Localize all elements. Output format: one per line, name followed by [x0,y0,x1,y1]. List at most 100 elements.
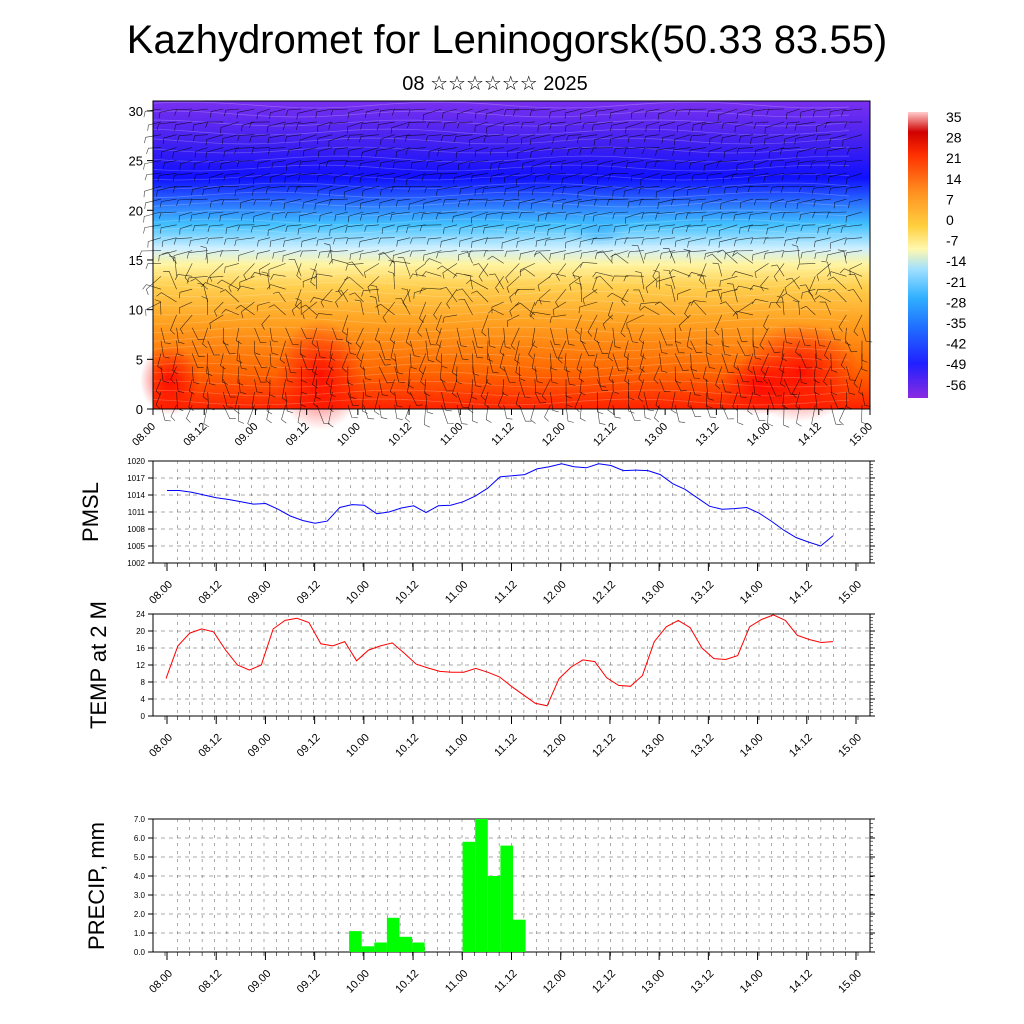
wind-barb [752,379,761,396]
wind-barb [442,314,458,324]
wind-barb [784,237,800,247]
wind-barb [347,366,354,386]
wind-barb [472,353,479,376]
wind-barb [485,237,504,245]
wind-barb [706,253,723,264]
wind-barb [188,392,194,411]
wind-barb [566,134,582,142]
contour-line [152,110,850,118]
wind-barb [267,224,286,237]
wind-barb [670,250,691,259]
wind-barb [514,288,535,296]
wind-barb [315,108,333,118]
wind-barb [575,282,582,303]
wind-barb [192,224,208,232]
wind-barb [203,404,209,428]
wind-barb [440,237,458,248]
wind-barb [405,147,426,155]
wind-barb [425,392,433,415]
wind-barb [699,263,707,285]
wind-barb [300,353,314,370]
heatmap-y-tick-label: 20 [129,203,143,218]
y-axis-title: PRECIP, mm [84,822,109,950]
wind-barb [504,185,520,195]
contour-line [152,389,850,397]
wind-barb [456,288,473,303]
wind-barb [459,237,473,248]
wind-barb [261,314,271,330]
y-tick-label: 4 [141,695,146,704]
wind-barb [721,327,730,348]
wind-barb [421,173,442,182]
x-tick-label: 13.12 [689,732,717,760]
wind-barb [503,198,520,207]
wind-barb [627,198,644,208]
contour-line [152,146,850,154]
wind-barb [612,379,619,394]
wind-barb [529,301,536,320]
wind-barb [534,252,551,264]
wind-barb [250,224,271,233]
wind-barb [668,269,691,277]
wind-barb [190,211,208,221]
wind-barb [251,147,271,155]
wind-barb [441,404,454,424]
temp-line [165,614,834,707]
wind-barb [562,198,582,210]
wind-barb [738,134,754,143]
wind-barb [176,198,193,206]
wind-barb [687,198,707,207]
wind-barb [158,108,177,119]
wind-barb [345,237,364,245]
wind-barb [160,340,170,359]
wind-barb [763,250,785,260]
wind-barb [686,250,707,258]
wind-barb [436,265,458,277]
wind-barb [484,198,504,207]
wind-barb [624,366,630,385]
wind-barb [552,301,567,316]
wind-barb [379,198,395,209]
wind-barb [815,173,831,182]
wind-barb [487,308,504,316]
wind-barb [739,224,754,234]
wind-barb [392,250,411,262]
wind-barb [202,185,224,196]
wind-barb [752,327,759,349]
wind-barb [220,353,226,370]
colorbar-label: 28 [946,130,962,146]
wind-barb [811,404,817,428]
wind-barb [378,237,395,244]
heatmap-x-tick-label: 08.00 [130,421,158,449]
wind-barb [661,134,676,144]
wind-barb [557,340,567,364]
colorbar-gradient [908,112,928,398]
wind-barb [267,147,286,155]
wind-barb [252,185,271,196]
contour-line [152,218,850,226]
wind-barb [519,268,536,277]
wind-barb [720,288,738,300]
wind-barb [671,392,677,414]
wind-barb [579,237,598,248]
wind-barb [506,147,520,158]
wind-barb [799,327,811,346]
wind-barb [397,257,411,277]
wind-barb [287,147,302,156]
wind-barb [577,198,598,208]
wind-barb [659,353,668,373]
colorbar-label: -7 [946,233,959,249]
wind-barb [355,327,364,348]
wind-barb [502,121,520,131]
wind-barb [587,314,598,337]
wind-barb [474,185,489,196]
wind-barb [607,301,614,320]
wind-barb [791,244,800,264]
wind-barb [333,147,348,156]
wind-barb [737,327,748,342]
wind-barb [316,134,333,145]
wind-barb [549,250,567,260]
wind-barb [302,198,317,209]
wind-barb [285,108,302,116]
wind-barb [157,353,163,371]
